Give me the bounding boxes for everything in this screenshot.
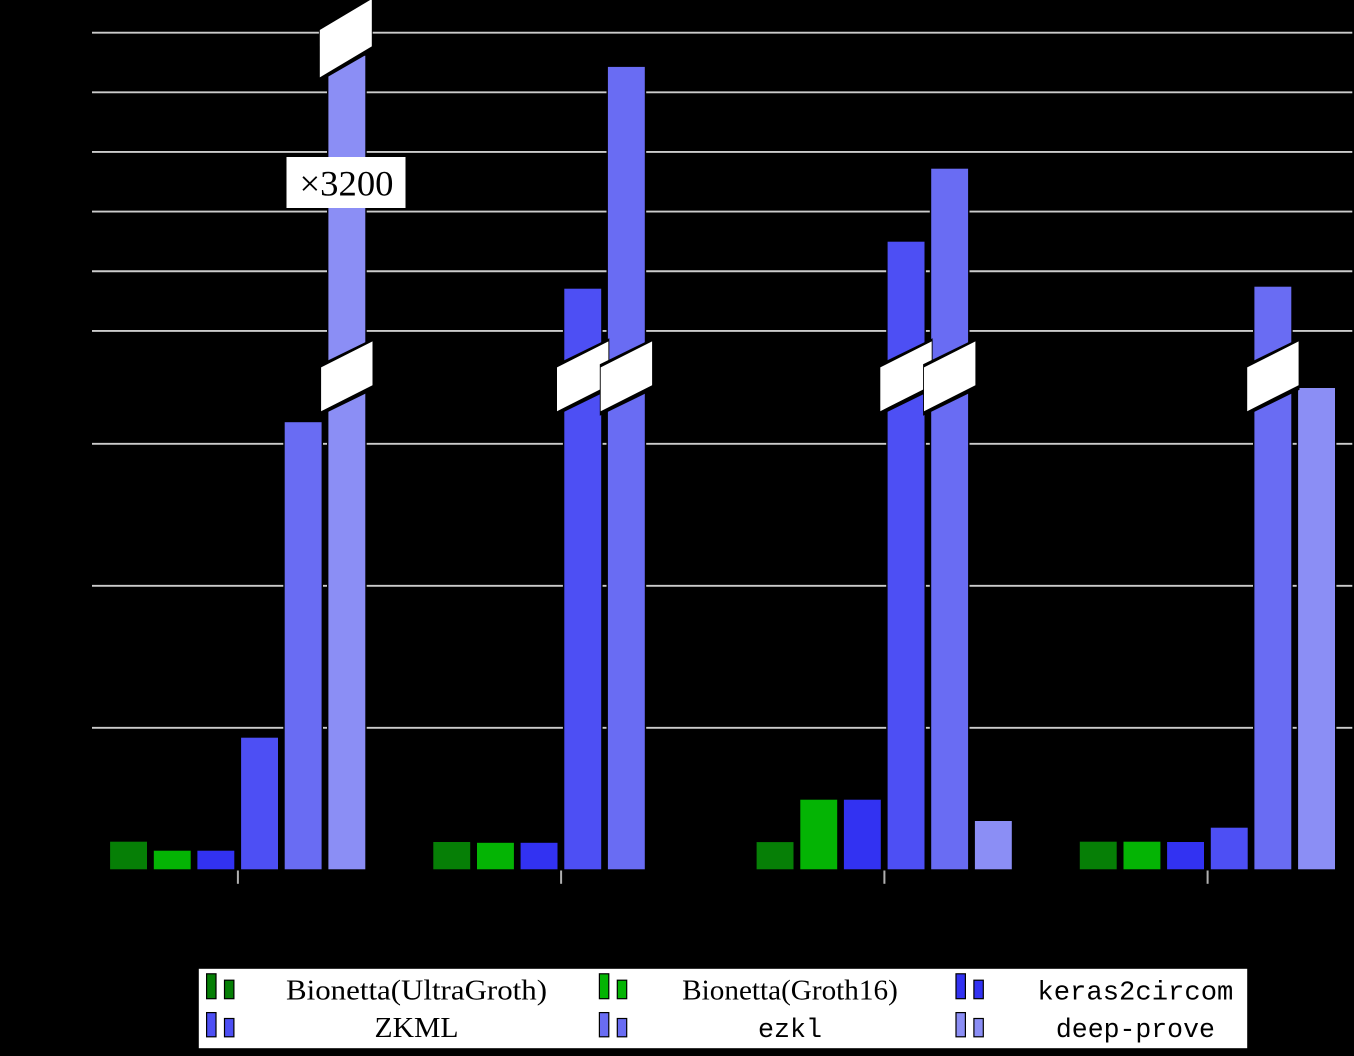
svg-text:×3200: ×3200	[300, 164, 394, 204]
svg-text:ezkl: ezkl	[758, 1016, 822, 1046]
svg-text:keras2circom: keras2circom	[1037, 979, 1233, 1009]
svg-text:Bionetta(Groth16): Bionetta(Groth16)	[682, 976, 898, 1007]
svg-text:ZKML: ZKML	[375, 1013, 459, 1044]
svg-text:deep-prove: deep-prove	[1056, 1016, 1215, 1046]
svg-text:Bionetta(UltraGroth): Bionetta(UltraGroth)	[286, 976, 547, 1007]
